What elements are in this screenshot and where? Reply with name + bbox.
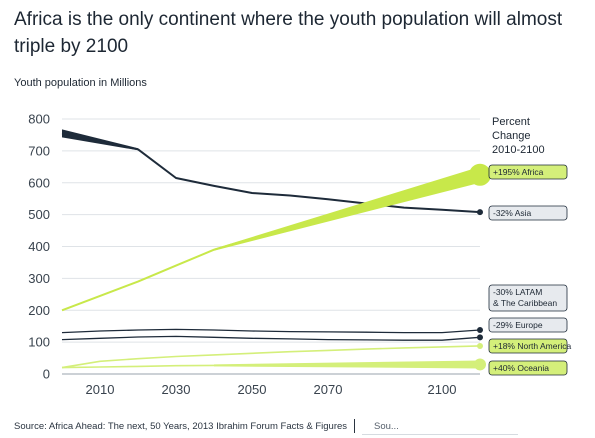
y-tick-label: 400 xyxy=(28,239,50,254)
x-tick-label: 2030 xyxy=(162,382,191,397)
series-label: -29% Europe xyxy=(493,320,543,330)
y-tick-label: 0 xyxy=(43,367,50,382)
x-tick-label: 2050 xyxy=(238,382,267,397)
legend-title: Percent xyxy=(492,116,530,128)
chart-title: Africa is the only continent where the y… xyxy=(14,9,563,57)
legend-title: Change xyxy=(492,130,531,142)
legend-title: 2010-2100 xyxy=(492,144,545,156)
y-tick-label: 800 xyxy=(28,112,50,127)
oceania-wedge xyxy=(214,360,480,369)
y-tick-label: 600 xyxy=(28,175,50,190)
series-label-box xyxy=(488,205,568,221)
series-line-europe xyxy=(61,335,481,341)
series-label: -30% LATAM xyxy=(493,287,542,297)
series-label: +40% Oceania xyxy=(493,363,549,373)
series-label-box xyxy=(488,164,568,180)
series-label: +195% Africa xyxy=(493,167,544,177)
africa-wedge xyxy=(214,166,480,251)
footer-rule xyxy=(362,434,518,435)
y-axis-label: Youth population in Millions xyxy=(14,77,147,89)
series-end-marker xyxy=(477,209,483,216)
footer-divider xyxy=(354,419,355,433)
x-tick-label: 2070 xyxy=(314,382,343,397)
x-tick-label: 2010 xyxy=(86,382,115,397)
series-end-marker xyxy=(474,358,486,371)
series-label: -32% Asia xyxy=(493,208,532,218)
x-tick-label: 2100 xyxy=(428,382,457,397)
series-line-latam-the-caribbean xyxy=(61,328,481,334)
asia-wedge xyxy=(62,129,138,151)
series-end-marker xyxy=(477,334,483,341)
series-label: & The Caribbean xyxy=(493,298,557,308)
y-tick-label: 200 xyxy=(28,303,50,318)
y-tick-label: 500 xyxy=(28,207,50,222)
series-label-box xyxy=(488,317,568,333)
series-label-box xyxy=(488,284,568,312)
y-tick-label: 100 xyxy=(28,335,50,350)
series-end-marker xyxy=(477,327,483,334)
series-end-marker xyxy=(469,163,491,186)
series-label-box xyxy=(488,360,568,376)
y-tick-label: 300 xyxy=(28,271,50,286)
y-tick-label: 700 xyxy=(28,143,50,158)
series-label-box xyxy=(488,338,568,354)
series-end-marker xyxy=(477,342,483,349)
source-note-partial: Sou... xyxy=(374,421,399,432)
series-line-north-america xyxy=(61,345,481,369)
source-note: Source: Africa Ahead: The next, 50 Years… xyxy=(14,421,348,432)
series-label: +18% North America xyxy=(493,341,571,351)
